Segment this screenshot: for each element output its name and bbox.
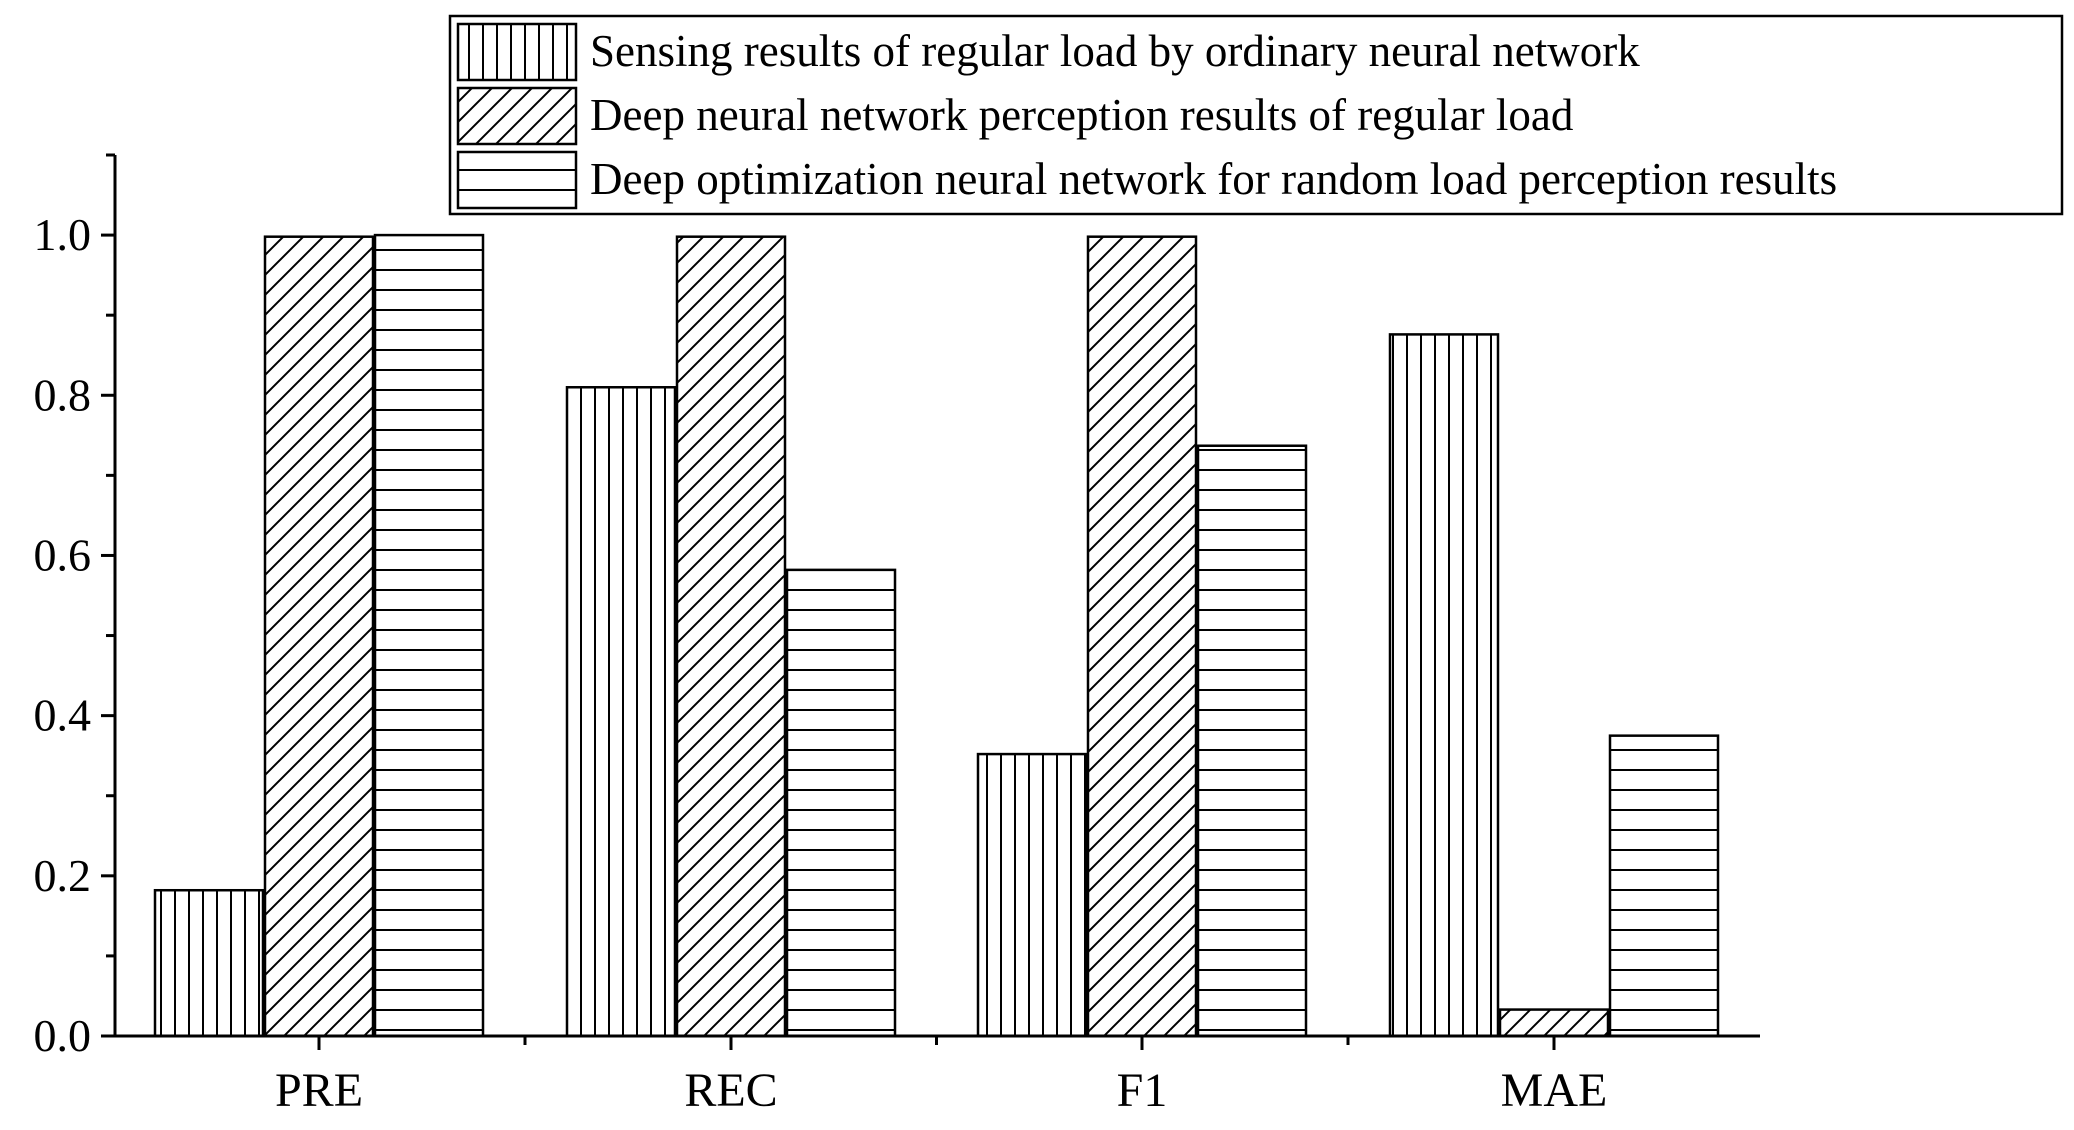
bar-mae-series-1 (1388, 333, 1500, 1038)
bar-f1-series-3 (1196, 444, 1308, 1038)
y-tick-label: 0.4 (34, 690, 92, 741)
y-tick-label: 0.8 (34, 369, 92, 420)
bar-mae-series-2 (1498, 1008, 1610, 1038)
x-tick-label: REC (684, 1064, 777, 1117)
legend: Sensing results of regular load by ordin… (448, 14, 2064, 216)
y-tick-label: 0.0 (34, 1010, 92, 1061)
bars-layer (153, 233, 1720, 1038)
bar-pre-series-1 (153, 888, 265, 1038)
x-tick-label: F1 (1117, 1064, 1168, 1117)
legend-swatch-series-2 (456, 86, 578, 146)
y-tick-label: 0.2 (34, 850, 92, 901)
bar-rec-series-2 (675, 235, 787, 1038)
legend-box (448, 14, 2064, 216)
labels-layer: PRE REC F1 MAE 0.0 0.2 0.4 0.6 0.8 1.0 (34, 209, 1608, 1117)
x-tick-label: MAE (1501, 1064, 1608, 1117)
x-tick-label: PRE (275, 1064, 363, 1117)
bar-pre-series-3 (373, 233, 485, 1038)
bar-pre-series-2 (263, 235, 375, 1038)
legend-swatch-series-1 (456, 22, 578, 82)
axes-layer (101, 153, 1760, 1050)
legend-label-series-1: Sensing results of regular load by ordin… (590, 26, 1640, 76)
bar-f1-series-1 (976, 752, 1088, 1038)
bar-mae-series-3 (1608, 734, 1720, 1038)
bar-rec-series-1 (565, 386, 677, 1038)
legend-swatch-series-3 (456, 150, 578, 210)
bar-f1-series-2 (1086, 235, 1198, 1038)
y-tick-label: 1.0 (34, 209, 92, 260)
y-tick-label: 0.6 (34, 529, 92, 580)
legend-label-series-3: Deep optimization neural network for ran… (590, 154, 1837, 204)
bar-rec-series-3 (785, 568, 897, 1038)
legend-label-series-2: Deep neural network perception results o… (590, 90, 1573, 140)
